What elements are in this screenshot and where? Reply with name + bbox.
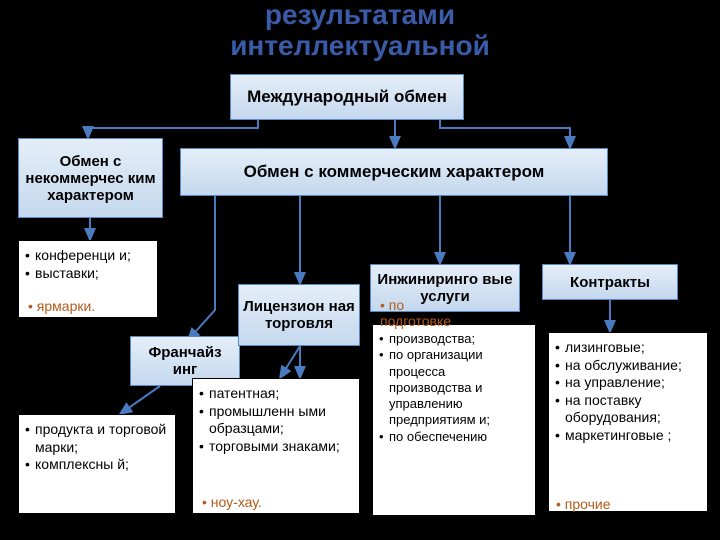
list-contracts: лизинговые;на обслуживание;на управление… <box>548 332 708 512</box>
extra-orange-engpre: • по подготовке <box>380 297 520 329</box>
title-line2: интеллектуальной <box>230 30 490 61</box>
list-item: торговыми знаками; <box>199 438 353 456</box>
node-contracts: Контракты <box>542 264 678 300</box>
node-noncommercial: Обмен с некоммерчес ким характером <box>18 138 163 218</box>
list-item: выставки; <box>25 265 151 283</box>
list-item: маркетинговые ; <box>555 427 701 445</box>
list-item: по обеспечению <box>379 429 529 445</box>
list-item: на управление; <box>555 374 701 392</box>
list-item: на обслуживание; <box>555 357 701 375</box>
list-item: на поставку оборудования; <box>555 392 701 427</box>
extra-orange-contract: • прочие <box>556 496 611 512</box>
list-item: промышленн ыми образцами; <box>199 403 353 438</box>
node-licensing: Лицензион ная торговля <box>238 284 360 346</box>
list-item: производства; <box>379 331 529 347</box>
slide-title: результатами интеллектуальной <box>0 0 720 62</box>
list-franchising: продукта и торговой марки;комплексны й; <box>18 414 176 514</box>
node-commercial: Обмен с коммерческим характером <box>180 148 608 196</box>
list-item: лизинговые; <box>555 339 701 357</box>
title-line1: результатами <box>265 0 455 30</box>
list-item: конференци и; <box>25 247 151 265</box>
list-item: комплексны й; <box>25 456 169 474</box>
list-item: продукта и торговой марки; <box>25 421 169 456</box>
list-item: по организации процесса производства и у… <box>379 347 529 428</box>
list-item: патентная; <box>199 385 353 403</box>
node-root: Международный обмен <box>230 74 464 120</box>
extra-orange-conf: • ярмарки. <box>28 298 95 314</box>
extra-orange-license: • ноу-хау. <box>202 494 262 510</box>
list-engineering: производства;по организации процесса про… <box>372 324 536 516</box>
